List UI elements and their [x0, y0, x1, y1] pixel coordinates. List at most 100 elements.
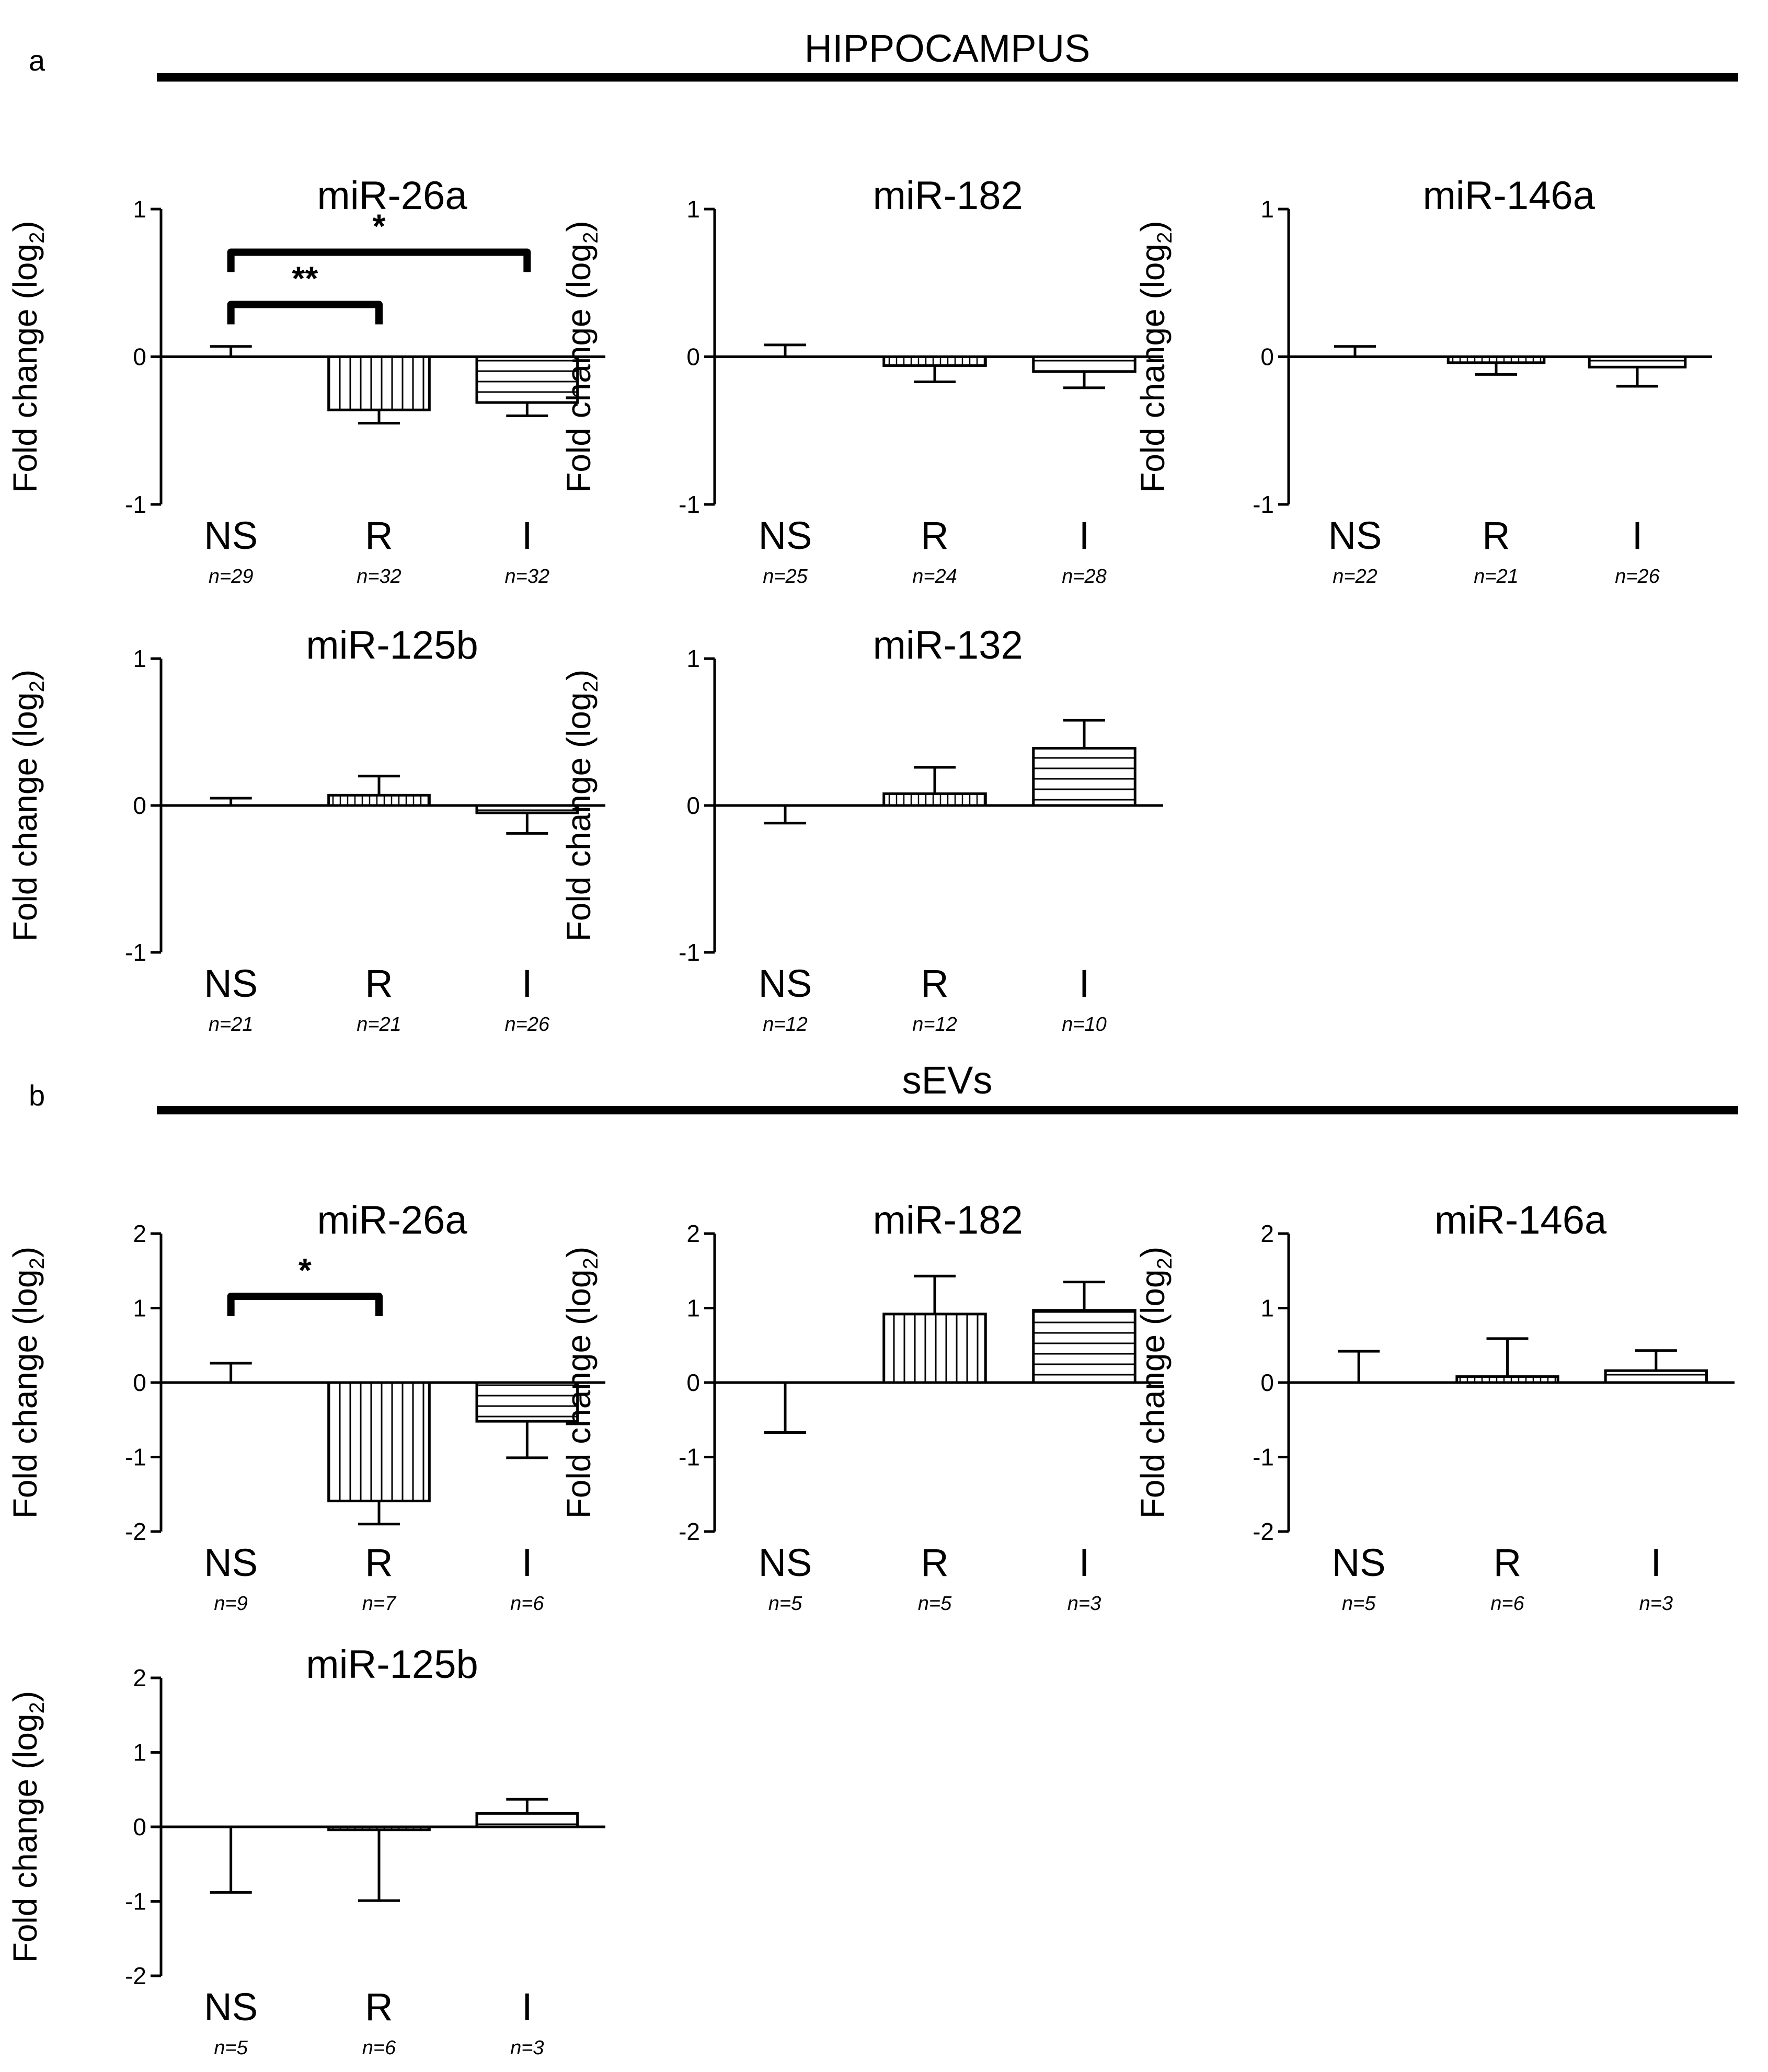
n-label-ns: n=9	[214, 1593, 247, 1615]
y-tick-label: 0	[686, 1369, 700, 1396]
y-axis-label: Fold change (log2)	[6, 221, 49, 492]
significance-label: *	[299, 1251, 312, 1289]
bar-i	[1588, 355, 1687, 369]
y-tick-label: 0	[686, 343, 700, 371]
n-label-r: n=24	[912, 566, 957, 588]
chart-b-mir-182: miR-182 Fold change (log2) -2 -1 0 1 2 NS n=5 Rn=…	[560, 1198, 1163, 1615]
y-axis-label-subscript: 2	[579, 1258, 602, 1269]
y-tick-label: 0	[1260, 343, 1274, 371]
y-tick-label: -1	[125, 491, 146, 518]
bar-r	[327, 1825, 431, 1832]
bar-r	[327, 355, 431, 411]
y-tick-label: -1	[679, 939, 700, 966]
n-label-i: n=6	[510, 1593, 544, 1615]
n-label-r: n=21	[1474, 566, 1519, 588]
y-axis-label-subscript: 2	[26, 1258, 49, 1269]
bar-r	[882, 1313, 987, 1384]
category-label-r: R	[365, 962, 393, 1005]
bar-i	[1604, 1369, 1708, 1384]
y-tick-label: 0	[133, 1369, 146, 1396]
y-tick-label: 1	[133, 1739, 146, 1766]
category-label-r: R	[1494, 1541, 1521, 1584]
y-axis-label: Fold change (log2)	[560, 221, 602, 492]
n-label-r: n=7	[362, 1593, 397, 1615]
y-tick-label: -1	[679, 1444, 700, 1471]
n-label-i: n=26	[1615, 566, 1660, 588]
n-label-r: n=5	[918, 1593, 952, 1615]
y-axis-label: Fold change (log2)	[560, 1247, 602, 1518]
y-axis-label-subscript: 2	[579, 232, 602, 244]
section-b: b sEVs	[29, 1058, 1738, 1114]
bar-r	[1455, 1375, 1559, 1384]
bar-i	[475, 1812, 579, 1828]
y-tick-label: 2	[133, 1220, 146, 1247]
chart-a-mir-26a: miR-26a Fold change (log2) -1 0 1 NS n=29 Rn=32…	[6, 174, 605, 588]
y-tick-label: -2	[125, 1518, 146, 1545]
y-tick-label: -2	[125, 1962, 146, 1989]
chart-a-mir-146a: miR-146a Fold change (log2) -1 0 1 NS n=22 Rn=2…	[1134, 174, 1712, 588]
y-axis-label: Fold change (log2)	[1134, 1247, 1176, 1518]
chart-title: miR-26a	[317, 174, 467, 218]
y-axis-label: Fold change (log2)	[6, 1247, 49, 1518]
y-tick-label: -1	[1253, 1444, 1274, 1471]
n-label-ns: n=29	[209, 566, 254, 588]
category-label-r: R	[921, 962, 948, 1005]
category-label-ns: NS	[759, 962, 812, 1005]
category-label-r: R	[365, 1985, 393, 2029]
y-tick-label: 2	[133, 1664, 146, 1691]
bar-r	[327, 1381, 431, 1503]
category-label-r: R	[921, 1541, 948, 1584]
n-label-ns: n=21	[209, 1014, 254, 1035]
n-label-ns: n=12	[763, 1014, 808, 1035]
y-axis-label-subscript: 2	[1153, 232, 1176, 244]
n-label-ns: n=5	[768, 1593, 802, 1615]
category-label-i: I	[1079, 1541, 1090, 1584]
chart-a-mir-132: miR-132 Fold change (log2) -1 0 1 NS n=12 Rn=12…	[560, 623, 1163, 1035]
bar-r	[327, 793, 431, 807]
n-label-ns: n=22	[1333, 566, 1377, 588]
y-tick-label: 0	[686, 792, 700, 819]
chart-title: miR-146a	[1422, 174, 1595, 218]
bar-r	[1446, 355, 1546, 364]
y-tick-label: -1	[679, 491, 700, 518]
category-label-i: I	[522, 514, 533, 557]
n-label-r: n=6	[1490, 1593, 1524, 1615]
y-tick-label: -2	[679, 1518, 700, 1545]
n-label-ns: n=5	[1342, 1593, 1376, 1615]
significance-bracket	[227, 248, 531, 272]
chart-b-mir-146a: miR-146a Fold change (log2) -2 -1 0 1 2 NS n=5 Rn…	[1134, 1198, 1735, 1615]
y-tick-label: 1	[133, 1295, 146, 1322]
category-label-ns: NS	[204, 514, 258, 557]
y-tick-label: -2	[1253, 1518, 1274, 1545]
chart-title: miR-125b	[306, 623, 478, 667]
category-label-r: R	[1482, 514, 1510, 557]
y-axis-label-close: )	[560, 221, 598, 232]
chart-b-mir-26a: miR-26a Fold change (log2) -2 -1 0 1 2 NS n=9 Rn=…	[6, 1198, 605, 1615]
panel-letter-a: a	[29, 44, 45, 77]
chart-title: miR-125b	[306, 1642, 478, 1687]
category-label-ns: NS	[204, 962, 258, 1005]
category-label-i: I	[522, 1541, 533, 1584]
y-axis-label: Fold change (log2)	[6, 1691, 49, 1963]
n-label-i: n=26	[505, 1014, 550, 1035]
n-label-i: n=3	[1639, 1593, 1673, 1615]
significance-label: *	[373, 208, 386, 245]
category-label-ns: NS	[1332, 1541, 1386, 1584]
category-label-r: R	[921, 514, 948, 557]
charts: miR-26a Fold change (log2) -1 0 1 NS n=29 Rn=3 2…	[6, 174, 1735, 2059]
y-axis-label-subscript: 2	[26, 232, 49, 244]
y-tick-label: 1	[1260, 1295, 1274, 1322]
n-label-i: n=10	[1062, 1014, 1107, 1035]
section-title-sevs: sEVs	[902, 1058, 993, 1102]
y-axis-label-subscript: 2	[26, 681, 49, 692]
chart-title: miR-182	[873, 174, 1023, 218]
y-axis-label: Fold change (log2)	[6, 670, 49, 941]
y-tick-label: 1	[133, 195, 146, 223]
category-label-i: I	[522, 1985, 533, 2029]
bar-r	[882, 792, 987, 807]
y-axis-label-subscript: 2	[26, 1702, 49, 1713]
n-label-r: n=12	[912, 1014, 957, 1035]
y-tick-label: -1	[125, 1888, 146, 1915]
y-tick-label: 1	[133, 645, 146, 672]
